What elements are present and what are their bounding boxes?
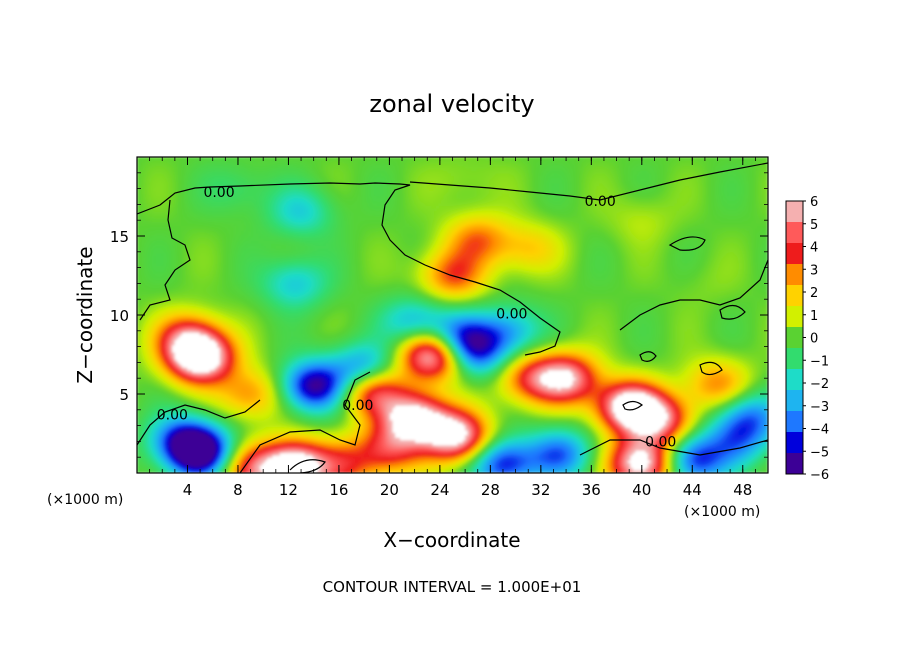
x-tick-label: 28	[481, 481, 500, 499]
x-tick-label: 4	[183, 481, 193, 499]
y-tick-label: 5	[119, 386, 129, 404]
colorbar-label: −5	[810, 445, 829, 460]
contour-zero-left-blob	[139, 199, 191, 321]
x-tick-label: 12	[279, 481, 298, 499]
colorbar-label: 3	[810, 263, 818, 278]
colorbar-label: 0	[810, 332, 818, 347]
y-tick-label: 10	[110, 307, 129, 325]
colorbar-swatch	[786, 432, 803, 454]
contour-small-4	[699, 361, 723, 376]
contour-labels: 0.00 0.00 0.00 0.00 0.00 0.00	[157, 185, 677, 451]
colorbar-swatch	[786, 243, 803, 265]
heatmap-field	[137, 157, 768, 473]
x-tick-label: 20	[380, 481, 399, 499]
contour-small-5	[622, 400, 643, 411]
contour-zero-right	[579, 439, 768, 456]
contour-zero-top-right	[409, 162, 768, 201]
x-tick-label: 48	[733, 481, 752, 499]
x-tick-label: 16	[329, 481, 348, 499]
contour-zero-mid	[239, 371, 371, 473]
x-unit-label-left: (×1000 m)	[47, 492, 123, 508]
contour-label: 0.00	[496, 306, 527, 322]
colorbar-swatch	[786, 306, 803, 328]
colorbar-label: 4	[810, 241, 818, 256]
colorbar-swatch	[786, 222, 803, 244]
y-axis-label: Z−coordinate	[73, 246, 97, 383]
x-tick-label: 36	[582, 481, 601, 499]
colorbar-swatch	[786, 411, 803, 433]
contour-small-2	[719, 304, 746, 320]
x-tick-label: 40	[632, 481, 651, 499]
contour-label: 0.00	[203, 185, 234, 201]
colorbar-label: −3	[810, 400, 829, 415]
colorbar-swatch	[786, 348, 803, 370]
colorbar-label: −6	[810, 468, 829, 483]
contour-small-3	[639, 351, 657, 362]
x-tick-label: 8	[233, 481, 243, 499]
x-tick-label: 24	[430, 481, 449, 499]
contour-zero-upper	[137, 182, 561, 356]
contour-small-6	[289, 459, 326, 473]
contour-label: 0.00	[342, 398, 373, 414]
colorbar: 6 5 4 3 2 1 0 −1 −2 −3 −4 −5 −6	[785, 195, 829, 483]
y-tick-label: 15	[110, 228, 129, 246]
colorbar-label: −2	[810, 377, 829, 392]
colorbar-swatch	[786, 201, 803, 223]
x-tick-label: 32	[531, 481, 550, 499]
colorbar-swatch	[786, 453, 803, 475]
contour-label: 0.00	[585, 194, 616, 210]
y-axis-ticks: 5 10 15	[110, 172, 768, 458]
contour-label: 0.00	[645, 434, 676, 450]
contour-zero-right-upper	[619, 259, 768, 331]
colorbar-label: 6	[810, 195, 818, 210]
x-tick-label: 44	[683, 481, 702, 499]
contour-interval-footer: CONTOUR INTERVAL = 1.000E+01	[323, 578, 582, 596]
colorbar-swatch	[786, 264, 803, 286]
chart-title: zonal velocity	[369, 90, 534, 118]
contour-small-1	[668, 236, 706, 251]
x-axis-ticks: 4 8 12 16 20 24 28 32 36 40 44 48	[149, 157, 756, 499]
colorbar-swatch	[786, 327, 803, 349]
x-axis-label: X−coordinate	[383, 528, 520, 552]
colorbar-label: −1	[810, 354, 829, 369]
x-unit-label-right: (×1000 m)	[684, 504, 760, 520]
contour-zero-lower-left	[137, 399, 261, 446]
contour-label: 0.00	[157, 408, 188, 424]
colorbar-swatch	[786, 369, 803, 391]
colorbar-label: 5	[810, 218, 818, 233]
colorbar-label: −4	[810, 423, 829, 438]
colorbar-label: 2	[810, 286, 818, 301]
colorbar-label: 1	[810, 309, 818, 324]
colorbar-swatch	[786, 285, 803, 307]
colorbar-swatch	[786, 390, 803, 412]
